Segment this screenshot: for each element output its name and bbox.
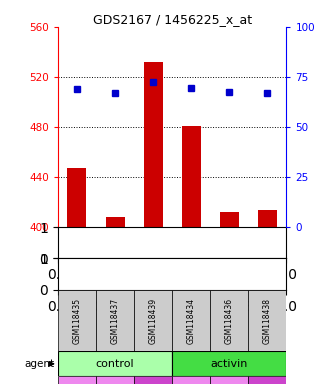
Bar — [68, 168, 86, 227]
Bar — [172, 351, 286, 376]
Text: GSM118434: GSM118434 — [187, 298, 196, 344]
Text: GSM118438: GSM118438 — [263, 298, 272, 344]
Text: GSM118437: GSM118437 — [111, 298, 119, 344]
Bar — [96, 376, 134, 384]
Text: agent: agent — [24, 359, 55, 369]
Bar — [248, 290, 286, 351]
Bar — [58, 351, 172, 376]
Bar — [182, 126, 201, 227]
Bar — [144, 62, 163, 227]
Bar — [172, 376, 210, 384]
Bar — [106, 217, 124, 227]
Bar — [134, 290, 172, 351]
Text: GSM118436: GSM118436 — [225, 298, 234, 344]
Text: control: control — [96, 359, 134, 369]
Text: GSM118435: GSM118435 — [72, 298, 81, 344]
Bar — [210, 376, 248, 384]
Bar — [172, 290, 210, 351]
Text: activin: activin — [211, 359, 248, 369]
Bar — [58, 376, 96, 384]
Bar — [258, 210, 277, 227]
Title: GDS2167 / 1456225_x_at: GDS2167 / 1456225_x_at — [93, 13, 252, 26]
Text: GSM118439: GSM118439 — [149, 298, 158, 344]
Bar — [96, 290, 134, 351]
Bar — [220, 212, 239, 227]
Bar — [134, 376, 172, 384]
Bar — [58, 290, 96, 351]
Bar — [248, 376, 286, 384]
Bar — [210, 290, 248, 351]
